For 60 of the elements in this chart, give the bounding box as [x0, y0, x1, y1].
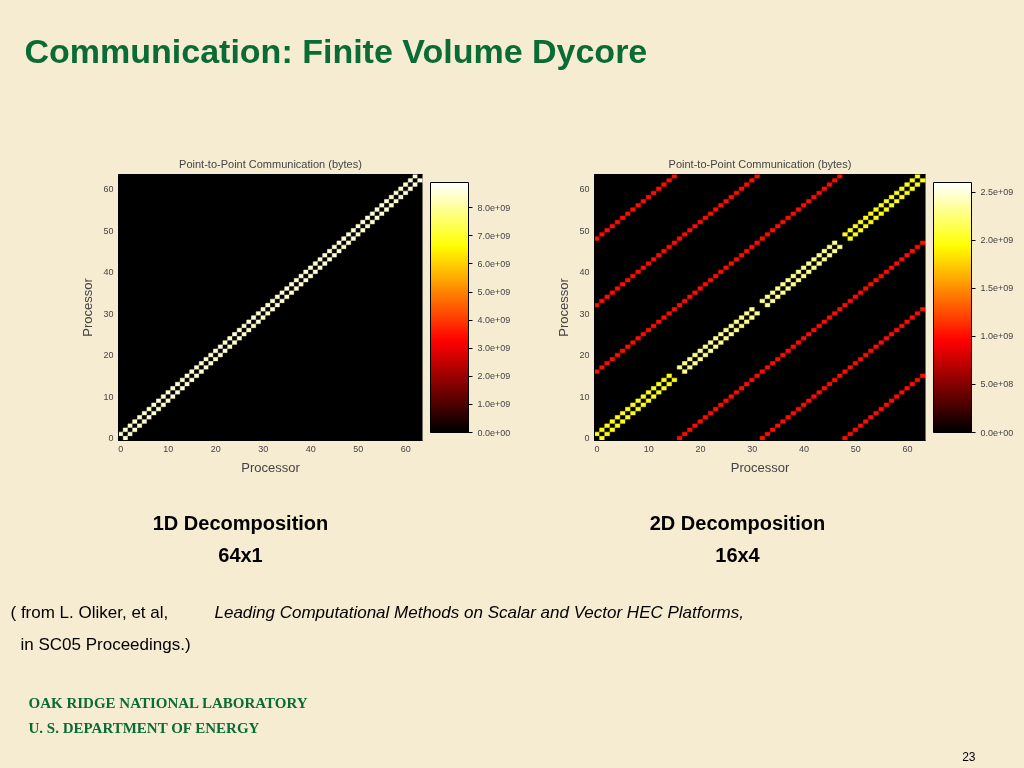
y-tick-label: 10: [579, 391, 590, 402]
chart-title: Point-to-Point Communication (bytes): [179, 157, 362, 170]
chart-title: Point-to-Point Communication (bytes): [668, 157, 852, 170]
x-tick-label: 40: [305, 443, 316, 454]
x-tick-label: 0: [594, 443, 600, 454]
text: U. S. DEPARTMENT OF ENERGY: [28, 719, 260, 736]
y-tick-label: 20: [103, 350, 114, 361]
color-bar-label: 1.0e+09: [980, 331, 1014, 342]
color-bar-label: 4.0e+09: [477, 315, 511, 326]
color-bar-label: 0.0e+00: [477, 427, 511, 438]
y-tick-label: 50: [579, 225, 590, 236]
y-tick-label: 0: [584, 433, 590, 444]
text: Leading Computational Methods on Scalar and Vector HEC Platforms,: [214, 603, 744, 622]
x-tick-label: 0: [118, 443, 124, 454]
x-tick-label: 50: [850, 443, 861, 454]
y-tick-label: 40: [103, 267, 114, 278]
text: ( from L. Oliker, et al,: [10, 603, 169, 622]
color-bar-label: 7.0e+09: [477, 230, 511, 241]
color-bar-label: 1.5e+09: [980, 283, 1014, 294]
y-tick-label: 0: [108, 433, 114, 444]
y-tick-label: 10: [103, 391, 114, 402]
x-tick-label: 30: [258, 443, 269, 454]
text: 1D Decomposition: [152, 511, 329, 534]
x-tick-label: 20: [695, 443, 706, 454]
text: OAK RIDGE NATIONAL LABORATORY: [28, 694, 308, 711]
color-bar-label: 6.0e+09: [477, 258, 511, 269]
y-axis-title: Processor: [80, 277, 96, 337]
x-tick-label: 50: [353, 443, 364, 454]
text: 64x1: [218, 543, 263, 566]
text: Communication: Finite Volume Dycore: [24, 31, 648, 70]
y-tick-label: 60: [103, 184, 114, 195]
x-tick-label: 20: [210, 443, 221, 454]
x-tick-label: 60: [902, 443, 913, 454]
x-tick-label: 10: [163, 443, 174, 454]
y-tick-label: 20: [579, 350, 590, 361]
y-tick-label: 30: [579, 308, 590, 319]
color-bar-label: 2.0e+09: [477, 371, 511, 382]
x-tick-label: 60: [400, 443, 411, 454]
text: 23: [962, 750, 976, 764]
color-bar-label: 5.0e+08: [980, 379, 1014, 390]
text: 16x4: [715, 543, 761, 566]
y-tick-label: 30: [103, 308, 114, 319]
color-bar-label: 3.0e+09: [477, 343, 511, 354]
text: 2D Decomposition: [649, 511, 826, 534]
color-bar-label: 1.0e+09: [477, 399, 511, 410]
color-bar-label: 2.0e+09: [980, 235, 1014, 246]
color-bar-label: 0.0e+00: [980, 427, 1014, 438]
color-bar-label: 5.0e+09: [477, 287, 511, 298]
y-tick-label: 60: [579, 184, 590, 195]
y-tick-label: 40: [579, 267, 590, 278]
x-axis-title: Processor: [730, 459, 790, 475]
color-bar-label: 2.5e+09: [980, 187, 1014, 198]
y-tick-label: 50: [103, 225, 114, 236]
x-tick-label: 10: [643, 443, 654, 454]
text: in SC05 Proceedings.): [20, 635, 191, 654]
y-axis-title: Processor: [556, 277, 572, 337]
x-tick-label: 40: [798, 443, 809, 454]
x-axis-title: Processor: [241, 459, 301, 475]
x-tick-label: 30: [747, 443, 758, 454]
color-bar-label: 8.0e+09: [477, 202, 511, 213]
